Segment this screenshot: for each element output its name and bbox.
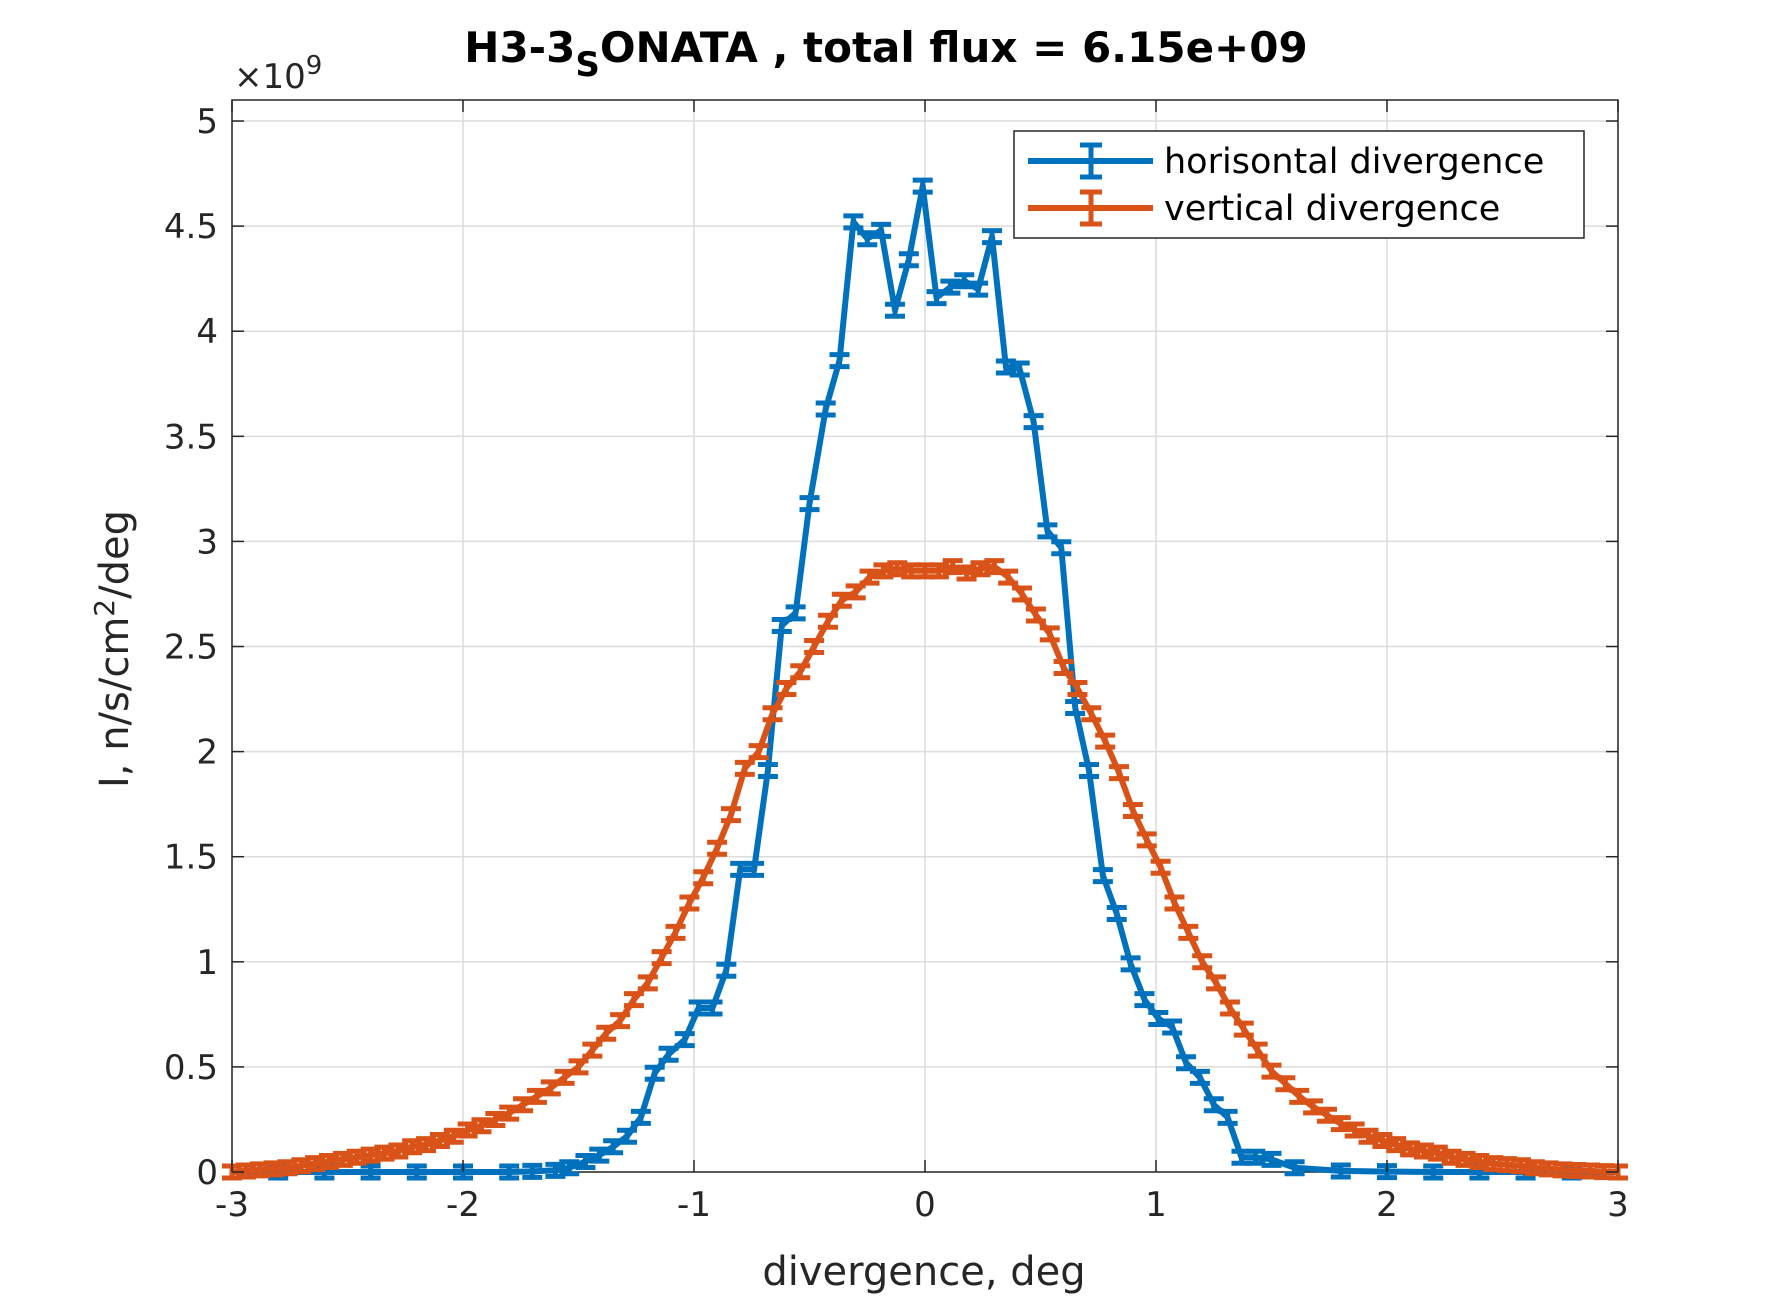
series-points-1: [222, 558, 1628, 1181]
legend-box: [1013, 130, 1585, 239]
y-label-suffix: /deg: [92, 510, 138, 599]
x-tick-label-5: 2: [1376, 1185, 1398, 1225]
y-exponent-label: ×109: [234, 51, 322, 97]
y-tick-label-3: 1.5: [164, 838, 218, 878]
chart-title: H3-3SONATA , total flux = 6.15e+09: [464, 23, 1307, 85]
title-subscript: S: [575, 45, 600, 85]
y-axis-label: I, n/s/cm2/deg: [88, 510, 138, 788]
legend-label-horisontal: horisontal divergence: [1164, 142, 1544, 182]
y-tick-label-4: 2: [196, 733, 218, 773]
y-tick-label-10: 5: [196, 102, 218, 142]
x-axis-label: divergence, deg: [762, 1249, 1085, 1295]
title-prefix: H3-3: [464, 23, 575, 72]
y-label-superscript: 2: [88, 599, 121, 617]
y-tick-label-9: 4.5: [164, 207, 218, 247]
x-tick-label-0: -3: [215, 1185, 249, 1225]
x-tick-label-6: 3: [1607, 1185, 1629, 1225]
y-tick-label-8: 4: [196, 312, 218, 352]
y-tick-label-0: 0: [196, 1153, 218, 1193]
y-tick-label-2: 1: [196, 943, 218, 983]
x-tick-label-1: -2: [446, 1185, 480, 1225]
legend-label-vertical: vertical divergence: [1164, 189, 1500, 229]
x-tick-label-2: -1: [677, 1185, 711, 1225]
y-exponent-times: ×10: [234, 57, 306, 97]
y-label-prefix: I, n/s/cm: [92, 617, 138, 788]
legend-entry-vertical: vertical divergence: [1028, 189, 1500, 229]
y-exponent-power: 9: [306, 51, 323, 81]
x-tick-label-3: 0: [914, 1185, 936, 1225]
y-tick-label-6: 3: [196, 522, 218, 562]
x-tick-label-4: 1: [1145, 1185, 1167, 1225]
series-layer: [222, 177, 1628, 1181]
grid-layer: [231, 100, 1619, 1173]
legend: horisontal divergence vertical divergenc…: [1013, 130, 1585, 239]
y-tick-label-7: 3.5: [164, 417, 218, 457]
y-tick-label-5: 2.5: [164, 628, 218, 668]
ticks-layer: -3 -2 -1 0 1 2 3 0 0.5 1 1.5 2 2.5 3 3.5 4 4.5 5: [164, 100, 1629, 1225]
legend-entry-horisontal: horisontal divergence: [1028, 142, 1544, 182]
y-tick-label-1: 0.5: [164, 1048, 218, 1088]
title-suffix: ONATA , total flux = 6.15e+09: [600, 23, 1308, 72]
